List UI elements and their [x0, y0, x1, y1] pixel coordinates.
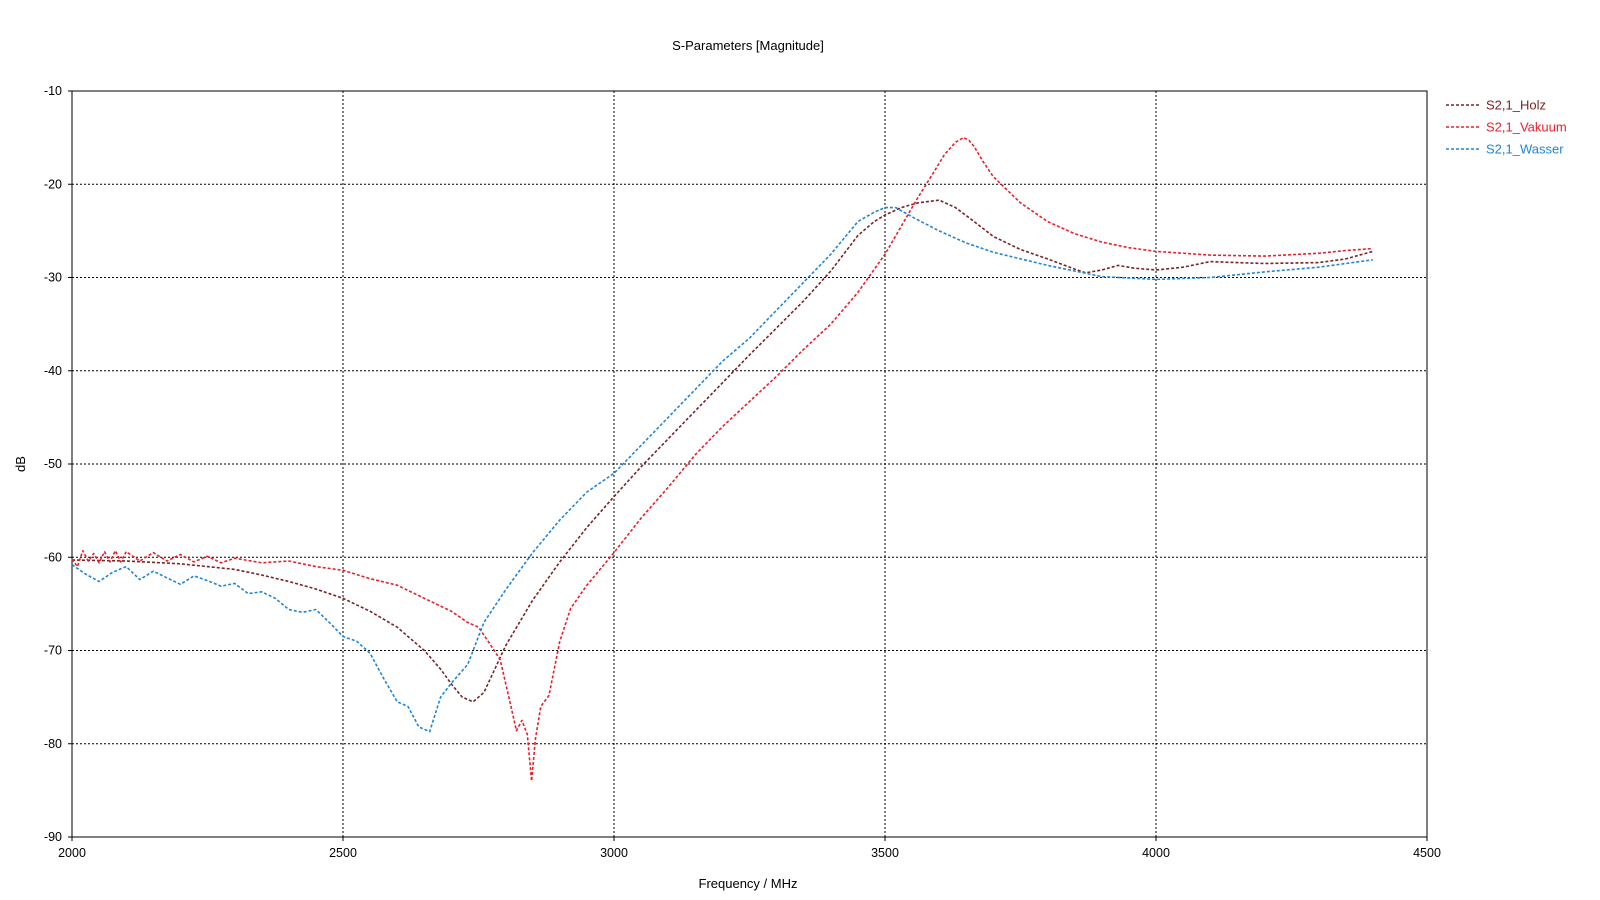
y-axis-label: dB — [13, 456, 28, 472]
series-line-2 — [71, 206, 1373, 733]
series-line-1 — [71, 136, 1373, 782]
y-tick-label: -40 — [44, 364, 62, 378]
x-axis-label: Frequency / MHz — [699, 876, 798, 891]
x-tick-label: 3000 — [600, 846, 628, 860]
x-tick-label: 4000 — [1142, 846, 1170, 860]
y-tick-label: -70 — [44, 644, 62, 658]
y-tick-label: -90 — [44, 830, 62, 844]
legend: S2,1_Holz S2,1_Vakuum S2,1_Wasser — [1446, 98, 1567, 157]
series-layer — [71, 136, 1374, 782]
x-tick-label: 4500 — [1413, 846, 1441, 860]
y-tick-label: -10 — [44, 84, 62, 98]
x-tick-label: 3500 — [871, 846, 899, 860]
x-axis-ticks: 2000 2500 3000 3500 4000 4500 — [58, 837, 1441, 860]
y-tick-label: -20 — [44, 177, 62, 191]
y-axis-ticks: -10 -20 -30 -40 -50 -60 -70 -80 -90 — [44, 84, 72, 844]
x-tick-label: 2000 — [58, 846, 86, 860]
series-line-0 — [71, 199, 1374, 703]
y-tick-label: -50 — [44, 457, 62, 471]
grid-lines — [72, 91, 1427, 837]
y-tick-label: -30 — [44, 271, 62, 285]
legend-entry-2: S2,1_Wasser — [1486, 142, 1564, 157]
legend-entry-1: S2,1_Vakuum — [1486, 120, 1567, 135]
y-tick-label: -80 — [44, 737, 62, 751]
y-tick-label: -60 — [44, 550, 62, 564]
x-tick-label: 2500 — [329, 846, 357, 860]
chart-title: S-Parameters [Magnitude] — [672, 38, 824, 53]
legend-entry-0: S2,1_Holz — [1486, 98, 1546, 113]
